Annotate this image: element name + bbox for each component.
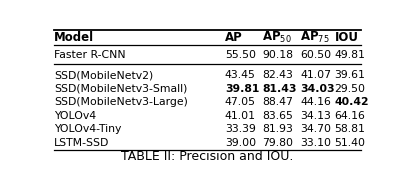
Text: 81.93: 81.93: [262, 124, 293, 134]
Text: 39.00: 39.00: [225, 138, 256, 148]
Text: YOLOv4-Tiny: YOLOv4-Tiny: [54, 124, 121, 134]
Text: AP: AP: [225, 31, 243, 44]
Text: 33.39: 33.39: [225, 124, 256, 134]
Text: 81.43: 81.43: [262, 84, 297, 94]
Text: SSD(MobileNetv3-Small): SSD(MobileNetv3-Small): [54, 84, 187, 94]
Text: LSTM-SSD: LSTM-SSD: [54, 138, 109, 148]
Text: 47.05: 47.05: [225, 97, 256, 107]
Text: 39.81: 39.81: [225, 84, 259, 94]
Text: SSD(MobileNetv2): SSD(MobileNetv2): [54, 70, 153, 80]
Text: 40.42: 40.42: [335, 97, 369, 107]
Text: 34.03: 34.03: [300, 84, 335, 94]
Text: 34.13: 34.13: [300, 111, 331, 121]
Text: 82.43: 82.43: [262, 70, 293, 80]
Text: Model: Model: [54, 31, 94, 44]
Text: 43.45: 43.45: [225, 70, 256, 80]
Text: 41.01: 41.01: [225, 111, 256, 121]
Text: 55.50: 55.50: [225, 50, 256, 60]
Text: 49.81: 49.81: [335, 50, 366, 60]
Text: 41.07: 41.07: [300, 70, 331, 80]
Text: 44.16: 44.16: [300, 97, 331, 107]
Text: YOLOv4: YOLOv4: [54, 111, 96, 121]
Text: SSD(MobileNetv3-Large): SSD(MobileNetv3-Large): [54, 97, 188, 107]
Text: 34.70: 34.70: [300, 124, 331, 134]
Text: IOU: IOU: [335, 31, 359, 44]
Text: 88.47: 88.47: [262, 97, 293, 107]
Text: 90.18: 90.18: [262, 50, 294, 60]
Text: 64.16: 64.16: [335, 111, 366, 121]
Text: AP$_{75}$: AP$_{75}$: [300, 30, 330, 45]
Text: AP$_{50}$: AP$_{50}$: [262, 30, 292, 45]
Text: 79.80: 79.80: [262, 138, 294, 148]
Text: 39.61: 39.61: [335, 70, 366, 80]
Text: Faster R-CNN: Faster R-CNN: [54, 50, 126, 60]
Text: 51.40: 51.40: [335, 138, 366, 148]
Text: 60.50: 60.50: [300, 50, 331, 60]
Text: 33.10: 33.10: [300, 138, 331, 148]
Text: 83.65: 83.65: [262, 111, 293, 121]
Text: 58.81: 58.81: [335, 124, 366, 134]
Text: 29.50: 29.50: [335, 84, 366, 94]
Text: TABLE II: Precision and IOU.: TABLE II: Precision and IOU.: [122, 150, 294, 163]
